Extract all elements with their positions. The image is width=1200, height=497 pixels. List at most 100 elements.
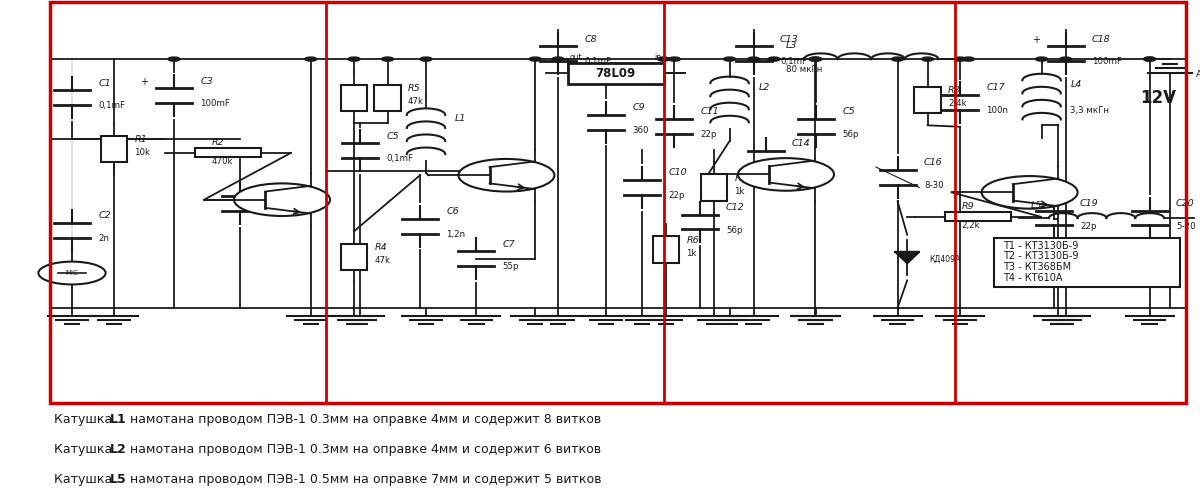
Text: 56p: 56p bbox=[842, 130, 859, 139]
Text: C8: C8 bbox=[584, 35, 598, 44]
Bar bbox=[568, 63, 664, 84]
Text: 47k: 47k bbox=[408, 97, 424, 106]
Circle shape bbox=[1144, 57, 1156, 61]
Text: R8: R8 bbox=[948, 86, 961, 95]
Text: 100mF: 100mF bbox=[200, 99, 230, 108]
Circle shape bbox=[954, 57, 966, 61]
Text: R4: R4 bbox=[374, 243, 388, 252]
Circle shape bbox=[768, 57, 780, 61]
Text: 2,4k: 2,4k bbox=[948, 99, 967, 108]
Text: +: + bbox=[1032, 35, 1039, 45]
Text: 56p: 56p bbox=[726, 226, 743, 235]
Text: 360: 360 bbox=[632, 126, 649, 135]
Text: L2: L2 bbox=[758, 83, 769, 91]
Bar bbox=[914, 86, 941, 113]
Bar bbox=[946, 212, 1010, 221]
Text: C9: C9 bbox=[632, 103, 646, 112]
Circle shape bbox=[1144, 57, 1156, 61]
Text: Катушка: Катушка bbox=[54, 443, 116, 456]
Text: L4: L4 bbox=[1070, 80, 1081, 89]
Bar bbox=[374, 84, 401, 111]
Text: R7: R7 bbox=[734, 174, 748, 183]
Text: C5: C5 bbox=[386, 132, 400, 141]
Text: 0,1mF: 0,1mF bbox=[266, 207, 294, 216]
Circle shape bbox=[168, 57, 180, 61]
Circle shape bbox=[982, 176, 1078, 209]
Circle shape bbox=[420, 57, 432, 61]
Circle shape bbox=[892, 57, 904, 61]
Circle shape bbox=[382, 57, 394, 61]
Text: 22p: 22p bbox=[1080, 222, 1097, 231]
Text: C16: C16 bbox=[924, 158, 943, 167]
Text: out: out bbox=[570, 53, 583, 62]
Text: C20: C20 bbox=[1176, 199, 1195, 208]
Circle shape bbox=[348, 57, 360, 61]
Text: R5: R5 bbox=[408, 84, 421, 93]
Text: C18: C18 bbox=[1092, 35, 1111, 44]
Text: R3: R3 bbox=[374, 84, 388, 93]
Text: 0,1mF: 0,1mF bbox=[386, 155, 413, 164]
Bar bbox=[701, 174, 727, 201]
Text: 22p: 22p bbox=[701, 130, 718, 139]
Circle shape bbox=[962, 57, 974, 61]
Text: C5: C5 bbox=[842, 107, 856, 116]
Text: 0,1mF: 0,1mF bbox=[780, 57, 808, 67]
Text: 8-30: 8-30 bbox=[924, 181, 943, 190]
Text: C1: C1 bbox=[98, 79, 112, 87]
Text: 100n: 100n bbox=[986, 106, 1008, 115]
Text: C2: C2 bbox=[98, 211, 112, 220]
Text: MIC: MIC bbox=[66, 270, 78, 276]
Bar bbox=[101, 136, 127, 162]
Text: 1k: 1k bbox=[734, 187, 745, 196]
Text: 3,3 мкГн: 3,3 мкГн bbox=[1070, 106, 1110, 115]
Circle shape bbox=[748, 57, 760, 61]
Bar bbox=[341, 244, 367, 270]
Text: +: + bbox=[140, 77, 148, 87]
Circle shape bbox=[658, 57, 670, 61]
Text: 55p: 55p bbox=[503, 262, 520, 271]
Text: 0,1mF: 0,1mF bbox=[584, 57, 612, 67]
Text: C10: C10 bbox=[668, 168, 688, 177]
Circle shape bbox=[234, 183, 330, 216]
Circle shape bbox=[809, 57, 821, 61]
Text: L1: L1 bbox=[109, 413, 126, 426]
Circle shape bbox=[38, 261, 106, 284]
Text: 1,2n: 1,2n bbox=[446, 230, 466, 239]
Circle shape bbox=[738, 158, 834, 191]
Text: Ант: Ант bbox=[1196, 71, 1200, 80]
Text: 1k: 1k bbox=[686, 249, 697, 258]
Circle shape bbox=[1060, 57, 1072, 61]
Text: 2n: 2n bbox=[98, 234, 109, 243]
Text: намотана проводом ПЭВ-1 0.3мм на оправке 4мм и содержит 6 витков: намотана проводом ПЭВ-1 0.3мм на оправке… bbox=[126, 443, 601, 456]
Text: L1: L1 bbox=[455, 114, 466, 123]
Text: C12: C12 bbox=[726, 203, 745, 212]
Text: L5: L5 bbox=[1031, 201, 1042, 210]
Text: L2: L2 bbox=[109, 443, 126, 456]
Text: 47k: 47k bbox=[374, 256, 390, 265]
Text: L5: L5 bbox=[109, 473, 126, 486]
Bar bbox=[341, 84, 367, 111]
Text: 5-20: 5-20 bbox=[1176, 222, 1195, 231]
Bar bbox=[194, 148, 262, 158]
Text: R1: R1 bbox=[134, 135, 148, 144]
Text: in: in bbox=[654, 53, 661, 62]
Polygon shape bbox=[895, 252, 919, 263]
Text: 0,1mF: 0,1mF bbox=[98, 101, 126, 110]
Text: C17: C17 bbox=[986, 83, 1006, 92]
Text: C3: C3 bbox=[200, 77, 214, 85]
Text: R2: R2 bbox=[211, 138, 224, 147]
Text: 12V: 12V bbox=[1140, 89, 1176, 107]
Text: 4k: 4k bbox=[374, 97, 385, 106]
Circle shape bbox=[552, 57, 564, 61]
Circle shape bbox=[529, 57, 541, 61]
Text: КД409А: КД409А bbox=[929, 254, 960, 263]
Text: 80 мкГн: 80 мкГн bbox=[786, 65, 822, 74]
Text: 78L09: 78L09 bbox=[595, 67, 636, 80]
Text: R9: R9 bbox=[961, 202, 974, 211]
Circle shape bbox=[305, 57, 317, 61]
Text: Катушка: Катушка bbox=[54, 473, 116, 486]
Text: C11: C11 bbox=[701, 107, 720, 116]
Bar bbox=[653, 236, 679, 262]
Text: Т1 - КТ3130Б-9: Т1 - КТ3130Б-9 bbox=[1003, 241, 1079, 251]
Text: 470k: 470k bbox=[211, 157, 233, 166]
